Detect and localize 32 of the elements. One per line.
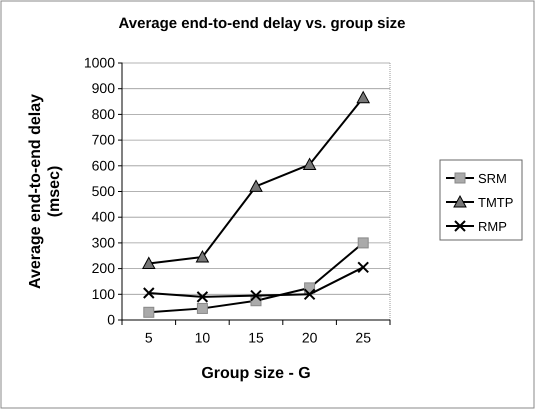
y-tick-label: 0 [107,311,116,328]
y-tick-label: 500 [92,182,116,199]
chart-title: Average end-to-end delay vs. group size [118,15,406,32]
y-tick-label: 400 [92,208,116,225]
x-tick-label: 15 [248,330,264,346]
point [142,287,155,300]
point [304,288,316,300]
x-tick-label: 25 [355,330,372,346]
y-tick-label: 800 [92,106,116,122]
y-tick-label: 700 [92,132,116,148]
y-tick-label: 1000 [84,54,116,70]
legend-label: SRM [478,171,507,186]
point [250,290,262,302]
point [357,261,370,274]
y-tick-label: 200 [92,260,116,276]
y-axis-title: Average end-to-end delay (msec) [27,94,64,290]
y-tick-label: 300 [92,234,116,250]
x-axis-title: Group size - G [201,365,311,382]
point [250,180,262,192]
x-tick-label: 20 [302,330,318,346]
x-tick-label: 5 [144,330,153,346]
point [303,158,316,170]
point [196,290,208,303]
point [356,91,370,104]
y-tick-label: 100 [92,286,116,302]
x-tick-label: 10 [194,330,210,346]
point [196,250,209,263]
legend-label: RMP [478,219,507,234]
point [142,256,156,269]
legend-label: TMTP [478,195,514,210]
y-tick-label: 900 [92,80,116,96]
y-tick-label: 600 [92,157,116,174]
